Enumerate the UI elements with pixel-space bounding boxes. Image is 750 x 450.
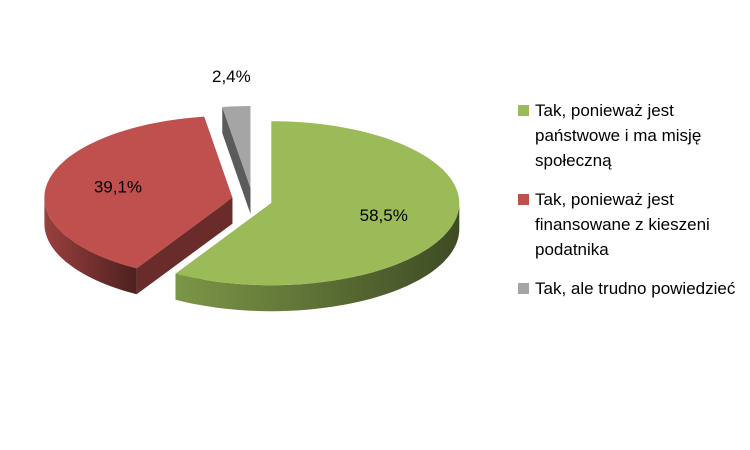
slice-label: 39,1% bbox=[94, 178, 142, 197]
slice-side bbox=[136, 197, 233, 295]
legend-swatch bbox=[518, 105, 529, 116]
slice bbox=[175, 121, 460, 286]
legend-swatch bbox=[518, 283, 529, 294]
slice bbox=[222, 106, 251, 189]
legend-item: Tak, ponieważ jest finansowane z kieszen… bbox=[518, 187, 738, 262]
legend-label: Tak, ale trudno powiedzieć bbox=[535, 279, 736, 298]
legend-item: Tak, ale trudno powiedzieć bbox=[518, 276, 738, 301]
slice-side bbox=[222, 106, 251, 215]
slice-label: 58,5% bbox=[360, 206, 408, 225]
legend-item: Tak, ponieważ jest państwowe i ma misję … bbox=[518, 98, 738, 173]
legend: Tak, ponieważ jest państwowe i ma misję … bbox=[518, 98, 738, 301]
legend-label: Tak, ponieważ jest finansowane z kieszen… bbox=[535, 190, 710, 259]
slice-label: 2,4% bbox=[212, 67, 251, 86]
slice-side bbox=[44, 197, 137, 295]
slice-side bbox=[175, 203, 460, 312]
legend-label: Tak, ponieważ jest państwowe i ma misję … bbox=[535, 101, 702, 170]
slice bbox=[44, 116, 233, 269]
legend-swatch bbox=[518, 194, 529, 205]
